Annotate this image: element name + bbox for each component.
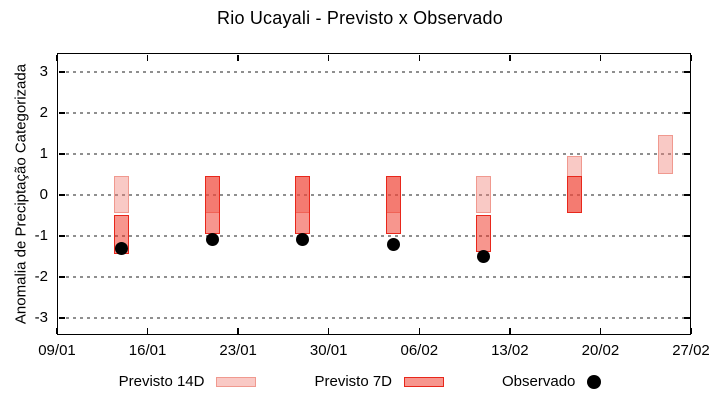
y-axis-tick [683,71,690,73]
x-tick-label: 27/02 [672,342,710,359]
y-tick-label: 2 [39,103,48,121]
observado-point [386,237,400,251]
x-axis-tick [509,54,511,61]
x-tick-label: 23/01 [219,342,257,359]
x-axis-tick [237,54,239,61]
y-axis-tick [683,317,690,319]
y-tick-label: 3 [39,62,48,80]
y-axis-tick [683,276,690,278]
y-axis-tick [683,153,690,155]
legend-label-previsto-14d: Previsto 14D [118,373,205,390]
x-axis-tick [56,54,58,61]
x-axis-tick [56,327,58,334]
previsto-7d-bar [385,176,401,234]
x-axis-tick [599,54,602,61]
gridline [59,111,689,114]
previsto-7d-bar [476,215,492,253]
x-axis-tick [146,54,149,61]
y-tick-label: 0 [39,185,48,203]
x-tick-label: 20/02 [581,342,620,359]
x-tick-label: 30/01 [309,342,348,359]
chart-title: Rio Ucayali - Previsto x Observado [217,8,503,28]
y-tick-label: 1 [39,144,48,162]
x-tick-label: 16/01 [128,342,167,359]
y-tick-label: -1 [34,226,48,244]
y-axis-tick [58,194,65,196]
y-axis-tick [58,153,65,155]
previsto-14d-bar [114,176,130,214]
x-tick-label: 13/02 [491,342,529,359]
y-tick-label: -2 [34,267,48,285]
plot-border [57,53,691,335]
gridline [59,234,689,237]
y-axis-tick [58,112,65,114]
legend-label-previsto-7d: Previsto 7D [314,373,393,390]
x-tick-label: 06/02 [400,342,439,359]
previsto-14d-swatch-icon [216,376,257,387]
x-tick-label: 09/01 [38,342,76,359]
x-axis-tick [327,54,330,61]
y-axis-tick [58,317,65,319]
gridline [59,70,689,73]
x-axis-tick [599,327,602,334]
observado-point [115,241,129,255]
previsto-7d-bar [204,176,220,234]
x-axis-tick [690,327,692,334]
y-axis-tick [683,194,690,196]
gridline [59,316,689,319]
x-axis-tick [237,327,239,334]
y-axis-tick [58,71,65,73]
previsto-7d-swatch-icon [404,376,445,387]
observado-point [477,249,491,263]
y-axis-tick [58,235,65,237]
x-axis-tick [327,327,330,334]
previsto-7d-bar [567,176,583,214]
y-axis-tick [58,276,65,278]
legend-label-observado: Observado [502,373,576,390]
x-axis-tick [509,327,511,334]
x-axis-tick [418,327,421,334]
observado-point [205,233,219,247]
gridline [59,152,689,155]
y-axis-tick [683,235,690,237]
gridline [59,193,689,196]
observado-swatch-icon [587,374,602,389]
y-tick-label: -3 [34,308,48,326]
observado-point [296,233,310,247]
chart-legend: Previsto 14D Previsto 7D Observado [0,373,720,390]
x-axis-tick [146,327,149,334]
legend-item-previsto-14d: Previsto 14D [119,373,257,390]
y-axis-tick [683,112,690,114]
previsto-7d-bar [295,176,311,234]
previsto-14d-bar [657,135,673,175]
gridline [59,275,689,278]
legend-item-observado: Observado [502,373,602,390]
legend-item-previsto-7d: Previsto 7D [314,373,445,390]
x-axis-tick [690,54,692,61]
x-axis-tick [418,54,421,61]
previsto-14d-bar [476,176,492,214]
